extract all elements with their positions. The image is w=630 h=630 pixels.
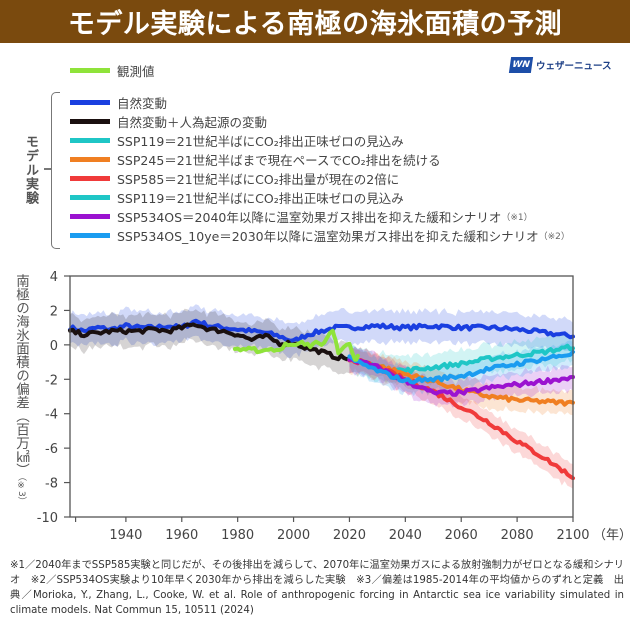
y-tick-label: -2 xyxy=(45,373,58,388)
legend-swatch xyxy=(70,213,110,219)
legend-label: SSP119＝21世紀半ばにCO₂排出正味ゼロの見込み xyxy=(117,133,404,149)
legend-label: 観測値 xyxy=(117,63,155,79)
uncertainty-band-SSP534OS xyxy=(349,346,573,408)
model-group-label: モデル実験 xyxy=(23,135,38,205)
y-axis-label: 南極の海氷面積の偏差（百万㎢）（※3） xyxy=(12,274,30,506)
legend-item: 自然変動 xyxy=(70,94,168,111)
legend-item: SSP245＝21世紀半ばまで現在ペースでCO₂排出を続ける xyxy=(70,151,441,168)
legend-label: 自然変動＋人為起源の変動 xyxy=(117,114,268,130)
legend-label: SSP534OS＝2040年以降に温室効果ガス排出を抑えた緩和シナリオ xyxy=(117,209,502,225)
uncertainty-band-自然変動＋人為起源の変動 xyxy=(70,308,350,375)
x-tick-label: 1980 xyxy=(221,528,254,543)
x-tick-label: 2080 xyxy=(501,528,534,543)
legend-item-observed: 観測値 xyxy=(70,62,155,79)
legend-swatch xyxy=(70,232,110,238)
x-tick-label: 2000 xyxy=(277,528,310,543)
y-axis-label-text: 南極の海氷面積の偏差（百万㎢） xyxy=(13,274,29,477)
y-tick-label: -10 xyxy=(37,511,58,526)
x-tick-label: 2020 xyxy=(333,528,366,543)
legend-note: （※1） xyxy=(501,212,533,223)
plot-frame xyxy=(69,275,574,518)
model-bracket xyxy=(51,92,60,249)
legend-swatch xyxy=(70,137,110,143)
legend-label: SSP585＝21世紀半ばにCO₂排出量が現在の2倍に xyxy=(117,171,400,187)
legend-swatch xyxy=(70,175,110,181)
legend-swatch xyxy=(70,194,110,200)
footnote: ※1／2040年までSSP585実験と同じだが、その後排出を減らして、2070年… xyxy=(10,560,624,616)
x-tick-label: 1940 xyxy=(109,528,142,543)
legend-item: SSP119＝21世紀半ばにCO₂排出正味ゼロの見込み xyxy=(70,189,404,206)
y-tick-label: 4 xyxy=(50,270,58,285)
y-axis: 4 2 0 -2 -4 -6 -8 -10 xyxy=(37,270,70,526)
legend-item: SSP534OS_10ye＝2030年以降に温室効果ガス排出を抑えた緩和シナリオ… xyxy=(70,227,570,244)
model-bracket-tick xyxy=(44,168,51,170)
x-tick-label: 2060 xyxy=(445,528,478,543)
y-tick-label: 0 xyxy=(50,339,58,354)
x-tick-label: 2100 xyxy=(556,528,589,543)
legend-swatch xyxy=(70,99,110,105)
legend-label: SSP245＝21世紀半ばまで現在ペースでCO₂排出を続ける xyxy=(117,152,441,168)
page-title: モデル実験による南極の海氷面積の予測 xyxy=(67,9,563,40)
y-axis-label-note: （※3） xyxy=(16,476,26,506)
y-tick-label: -8 xyxy=(45,477,58,492)
legend-item: SSP534OS＝2040年以降に温室効果ガス排出を抑えた緩和シナリオ （※1） xyxy=(70,208,533,225)
legend-label: SSP119＝21世紀半ばにCO₂排出正味ゼロの見込み xyxy=(117,190,404,206)
x-tick-label: 2040 xyxy=(389,528,422,543)
legend-item: 自然変動＋人為起源の変動 xyxy=(70,113,268,130)
series-line-SSP534OS_10ye xyxy=(347,349,575,385)
y-tick-label: 2 xyxy=(50,304,58,319)
x-axis-label: （年） xyxy=(593,528,630,543)
y-tick-label: -4 xyxy=(45,408,58,423)
series-line-自然変動＋人為起源の変動 xyxy=(68,322,352,362)
x-tick-label: 1960 xyxy=(165,528,198,543)
legend-label: 自然変動 xyxy=(117,95,168,111)
brand-logo-group: WN ウェザーニュース xyxy=(508,57,612,73)
brand-name: ウェザーニュース xyxy=(536,61,612,72)
legend-item: SSP119＝21世紀半ばにCO₂排出正味ゼロの見込み xyxy=(70,132,404,149)
legend-label: SSP534OS_10ye＝2030年以降に温室効果ガス排出を抑えた緩和シナリオ xyxy=(117,228,539,244)
legend-swatch xyxy=(70,118,110,124)
title-bar: モデル実験による南極の海氷面積の予測 xyxy=(0,0,630,43)
x-axis: 1940 1960 1980 2000 2020 2040 2060 2080 2100 （年） xyxy=(74,517,630,543)
series-line-観測値 xyxy=(232,328,360,362)
y-tick-label: -6 xyxy=(45,442,58,457)
series-lines xyxy=(68,318,575,481)
legend-swatch xyxy=(70,156,110,162)
legend-swatch xyxy=(70,67,110,73)
legend-item: SSP585＝21世紀半ばにCO₂排出量が現在の2倍に xyxy=(70,170,400,187)
legend-note: （※2） xyxy=(538,231,570,242)
